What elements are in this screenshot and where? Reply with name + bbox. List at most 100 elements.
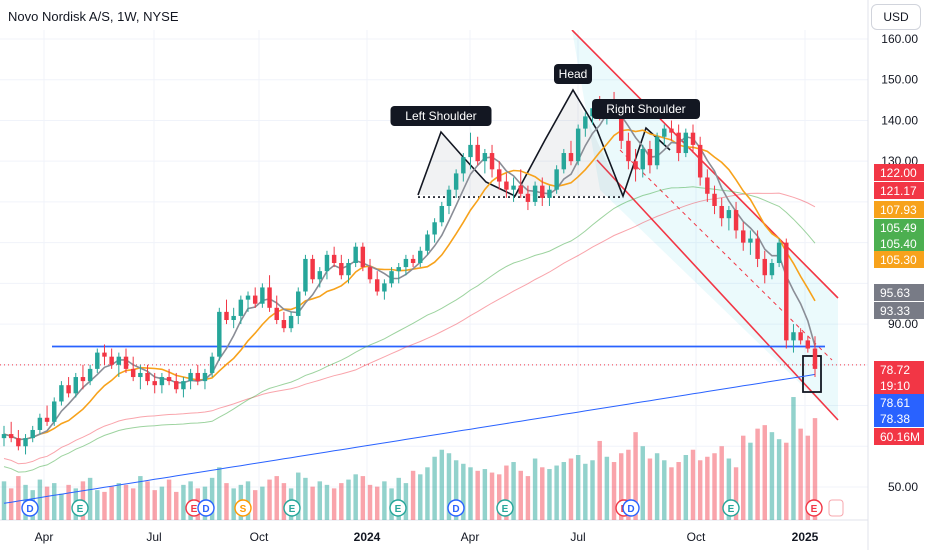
event-marker-letter: E xyxy=(728,504,735,515)
candle-body xyxy=(274,307,279,321)
volume-bar xyxy=(382,481,387,520)
volume-bar xyxy=(410,470,416,520)
candle-body xyxy=(231,315,236,321)
candle-body xyxy=(762,258,767,276)
candle-body xyxy=(353,246,358,263)
event-marker xyxy=(496,499,514,517)
candle-body xyxy=(439,205,445,223)
volume-bar xyxy=(568,458,574,520)
candle-body xyxy=(568,153,574,162)
volume-bar xyxy=(683,455,689,520)
event-marker-letter: D xyxy=(627,504,634,515)
candle-body xyxy=(73,377,78,394)
volume-bar xyxy=(798,428,803,520)
price-label-text: 105.49 xyxy=(880,221,917,235)
candle-body xyxy=(145,372,150,382)
candle-body xyxy=(339,263,344,276)
price-label-tag xyxy=(874,284,924,301)
price-label-tag xyxy=(874,428,924,445)
candle-body xyxy=(16,438,21,447)
event-marker-letter: E xyxy=(502,504,509,515)
price-label-tag xyxy=(874,361,924,378)
volume-bar xyxy=(245,481,251,520)
volume-bar xyxy=(741,435,746,520)
volume-bar xyxy=(324,484,330,520)
x-axis: Apr Jul Oct 2024 Apr Jul Oct 2025 xyxy=(35,530,819,544)
candle-body xyxy=(712,193,717,206)
pattern-line xyxy=(417,88,671,199)
candle-body xyxy=(626,140,631,162)
candle-body xyxy=(303,258,308,292)
volume-bar xyxy=(540,467,545,520)
volume-bar xyxy=(217,467,222,520)
volume-bar xyxy=(676,462,681,520)
event-marker-letter: E xyxy=(811,504,818,515)
volume-bar xyxy=(396,477,401,520)
volume-bar xyxy=(504,465,509,520)
volume-bar xyxy=(812,418,818,520)
volume-bar xyxy=(575,455,581,520)
event-marker-letter: S xyxy=(240,504,247,515)
head-fill xyxy=(515,90,623,196)
candle-body xyxy=(217,311,222,357)
price-label-tag xyxy=(874,219,924,236)
volume-bar xyxy=(145,481,150,520)
volume-bar xyxy=(662,460,667,520)
volume-bar xyxy=(475,470,480,520)
price-label-text: 19:10 xyxy=(880,379,910,393)
candle-body xyxy=(812,348,818,369)
x-tick-label: Apr xyxy=(461,530,480,544)
volume-bar xyxy=(87,477,93,520)
candle-body xyxy=(202,372,208,382)
x-tick-label: Apr xyxy=(35,530,54,544)
price-label-text: 93.33 xyxy=(880,304,910,318)
volume-bar xyxy=(8,488,14,520)
volume-bar xyxy=(181,484,186,520)
event-marker-letter: D xyxy=(26,504,33,515)
ma-200-line xyxy=(3,373,816,504)
volume-bar xyxy=(633,432,638,520)
candle-body xyxy=(30,429,35,439)
event-marker xyxy=(197,499,215,517)
volume-bar xyxy=(611,462,617,520)
volume-bar xyxy=(626,449,631,520)
candle-body xyxy=(174,381,179,390)
x-tick-label: Oct xyxy=(250,530,269,544)
event-marker xyxy=(722,499,740,517)
candle-body xyxy=(647,148,653,166)
y-tick-label: 150.00 xyxy=(881,73,918,87)
volume-bar xyxy=(511,462,516,520)
volume-bar xyxy=(339,483,344,520)
candle-body xyxy=(324,254,330,272)
candles xyxy=(1,91,818,455)
price-label-text: 95.63 xyxy=(880,286,910,300)
volume-bar xyxy=(439,449,445,520)
candle-body xyxy=(798,332,803,341)
candle-body xyxy=(116,356,122,365)
candle-body xyxy=(346,263,351,276)
chart-title: Novo Nordisk A/S, 1W, NYSE xyxy=(8,9,179,24)
candle-body xyxy=(654,136,660,166)
candle-body xyxy=(224,311,229,321)
price-label-text: 105.30 xyxy=(880,253,917,267)
volume-bar xyxy=(748,442,753,520)
target-box xyxy=(802,355,822,393)
event-marker xyxy=(71,499,89,517)
volume-bar xyxy=(604,456,610,520)
candle-body xyxy=(640,148,645,170)
volume-bar xyxy=(461,463,466,520)
candle-body xyxy=(252,295,258,304)
currency-button[interactable]: USD xyxy=(871,4,921,30)
candle-body xyxy=(805,340,811,349)
volume-bar xyxy=(303,477,308,520)
candle-body xyxy=(697,144,703,178)
pattern-overlay xyxy=(0,30,868,421)
candle-body xyxy=(618,112,624,141)
event-marker-letter: D xyxy=(452,504,459,515)
volume-bar xyxy=(310,486,315,520)
volume-bar xyxy=(123,484,129,520)
candle-body xyxy=(310,258,315,280)
volume-bar xyxy=(561,462,567,520)
candle-body xyxy=(209,356,215,373)
